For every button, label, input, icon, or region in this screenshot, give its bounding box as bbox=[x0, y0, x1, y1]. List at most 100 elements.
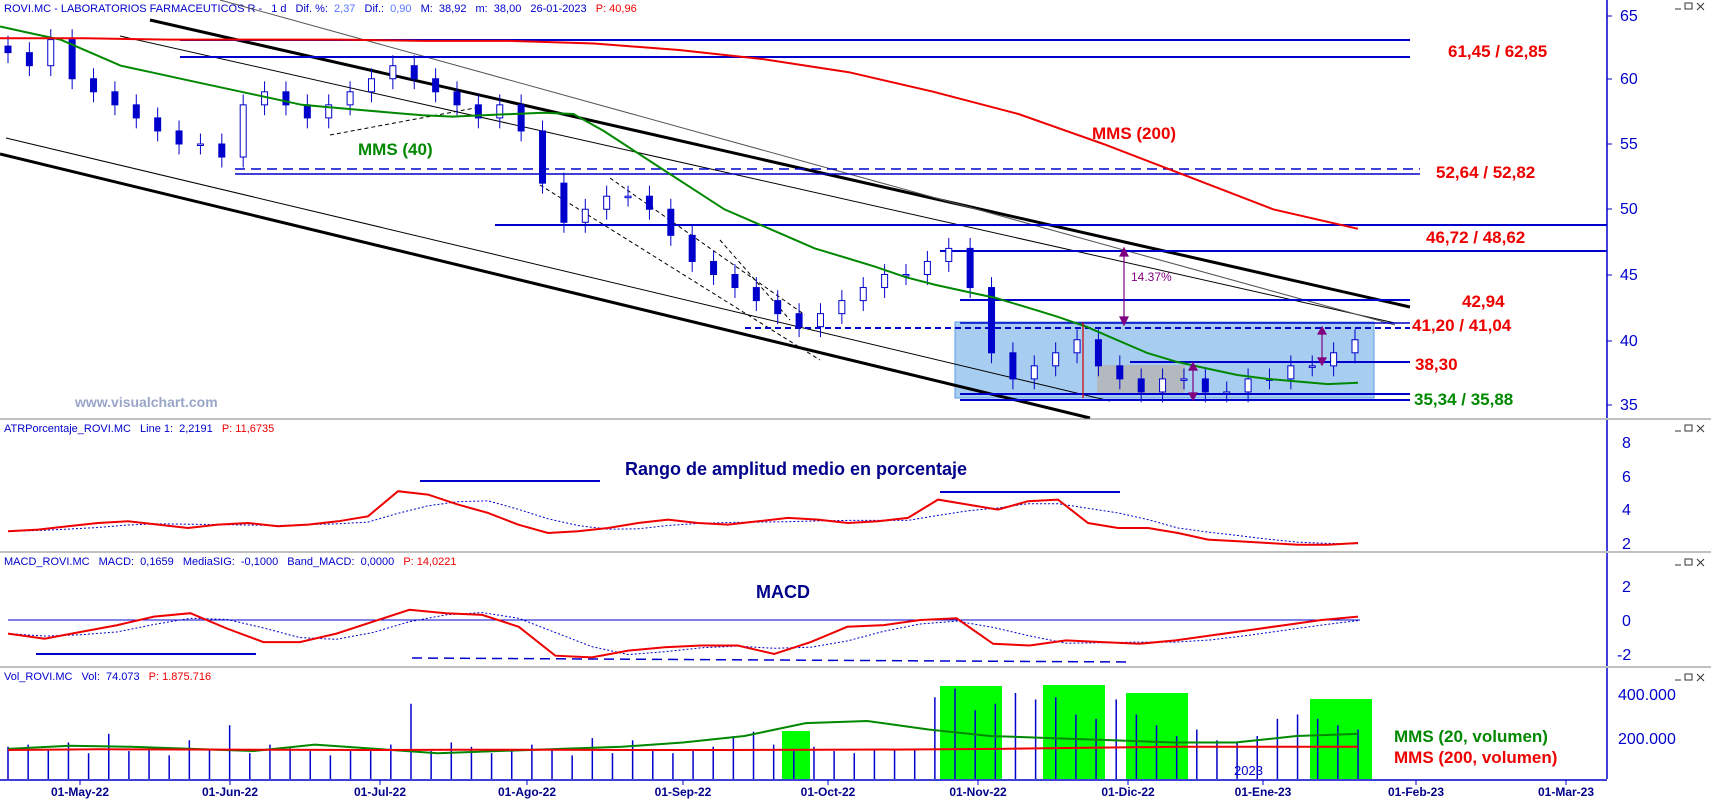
candle bbox=[624, 195, 632, 199]
date-tick-label: 01-Feb-23 bbox=[1388, 785, 1444, 799]
candle bbox=[731, 274, 739, 289]
atr-tick-6: 6 bbox=[1622, 469, 1631, 486]
svg-text:Vol_ROVI.MC Vol: 7: Vol_ROVI.MC Vol: 74.073 P: 1.875.716 bbox=[4, 671, 211, 683]
candle bbox=[816, 313, 824, 328]
candle bbox=[539, 130, 547, 184]
candle bbox=[218, 143, 226, 158]
window-controls-vol[interactable] bbox=[1675, 673, 1705, 682]
date-tick-label: 01-Dic-22 bbox=[1101, 785, 1155, 799]
candle bbox=[282, 91, 290, 106]
price-panel: ROVI.MC - LABORATORIOS FARMACEUTICOS R -… bbox=[0, 0, 1705, 420]
date-tick-label: 01-Jul-22 bbox=[354, 785, 406, 799]
macd-value: 0,1659 bbox=[140, 556, 174, 568]
atr-title: ATRPorcentaje_ROVI.MC bbox=[4, 423, 131, 435]
svg-text:ATRPorcentaje_ROVI.MC Li: ATRPorcentaje_ROVI.MC Line 1: 2,2191 P: … bbox=[4, 423, 274, 435]
candle bbox=[303, 104, 311, 119]
candle bbox=[1180, 378, 1188, 381]
date-tick-label: 01-Nov-22 bbox=[949, 785, 1007, 799]
price-dif: 0,90 bbox=[390, 3, 411, 15]
candle bbox=[710, 260, 718, 276]
price-level-labels: 61,45 / 62,85 52,64 / 52,82 46,72 / 48,6… bbox=[1412, 42, 1547, 409]
candle bbox=[132, 104, 140, 119]
candle bbox=[838, 300, 846, 315]
candle bbox=[752, 287, 760, 302]
price-date: 26-01-2023 bbox=[530, 3, 586, 15]
candle bbox=[68, 39, 76, 80]
candle bbox=[90, 78, 98, 93]
range-arrows bbox=[1082, 246, 1328, 402]
level-label-61: 61,45 / 62,85 bbox=[1448, 42, 1547, 61]
date-tick-label: 01-Oct-22 bbox=[801, 785, 856, 799]
mms200-line bbox=[0, 37, 1359, 230]
macd-signal-line bbox=[7, 612, 1359, 656]
candle bbox=[517, 104, 525, 132]
candle bbox=[1308, 365, 1316, 368]
window-controls-macd[interactable] bbox=[1675, 558, 1705, 567]
candle bbox=[432, 78, 440, 93]
macd-title: MACD_ROVI.MC bbox=[4, 556, 90, 568]
candle bbox=[1223, 391, 1231, 394]
price-tick-60: 60 bbox=[1620, 71, 1638, 88]
candle bbox=[1116, 365, 1124, 380]
candle bbox=[175, 130, 183, 145]
candle bbox=[1330, 352, 1338, 367]
volume-averages bbox=[7, 719, 1359, 755]
candle bbox=[603, 195, 611, 210]
candle bbox=[1201, 378, 1209, 393]
level-label-35: 35,34 / 35,88 bbox=[1414, 390, 1513, 409]
vol-tick-400: 400.000 bbox=[1618, 687, 1676, 704]
candle bbox=[859, 287, 867, 302]
price-tick-65: 65 bbox=[1620, 8, 1638, 25]
price-title: ROVI.MC - LABORATORIOS FARMACEUTICOS R - bbox=[4, 3, 262, 15]
candle bbox=[196, 143, 204, 146]
price-tick-40: 40 bbox=[1620, 333, 1638, 350]
atr-line bbox=[7, 490, 1359, 546]
date-tick-label: 01-Sep-22 bbox=[655, 785, 712, 799]
panel-separators bbox=[0, 418, 1711, 668]
macd-tick-0: 0 bbox=[1622, 613, 1631, 630]
candle bbox=[1052, 352, 1060, 367]
atr-tick-8: 8 bbox=[1622, 435, 1631, 452]
candle bbox=[1137, 378, 1145, 393]
date-tick-label: 01-Ene-23 bbox=[1235, 785, 1292, 799]
candle bbox=[1244, 378, 1252, 393]
candle bbox=[496, 104, 504, 119]
candle bbox=[774, 300, 782, 315]
vol-axis: 400.000 200.000 bbox=[1618, 687, 1676, 748]
candle bbox=[367, 78, 375, 93]
candle bbox=[474, 104, 482, 119]
vol-mms200-label: MMS (200, volumen) bbox=[1394, 748, 1557, 767]
macd-panel: MACD_ROVI.MC MACD: 0,1659 MediaSIG: -0,1… bbox=[4, 553, 1705, 666]
mms200-label: MMS (200) bbox=[1092, 124, 1176, 143]
candle bbox=[688, 234, 696, 262]
price-tick-35: 35 bbox=[1620, 397, 1638, 414]
candle bbox=[1094, 339, 1102, 367]
level-label-41: 41,20 / 41,04 bbox=[1412, 316, 1512, 335]
price-high: 38,92 bbox=[439, 3, 467, 15]
vol-p: P: 1.875.716 bbox=[149, 671, 211, 683]
candle bbox=[881, 274, 889, 289]
candle bbox=[945, 247, 953, 262]
window-controls-atr[interactable] bbox=[1675, 424, 1705, 433]
price-axis: 65 60 55 50 45 40 35 bbox=[1606, 0, 1638, 418]
price-tick-50: 50 bbox=[1620, 201, 1638, 218]
svg-text:ROVI.MC - LABORATORIOS FARMACE: ROVI.MC - LABORATORIOS FARMACEUTICOS R -… bbox=[4, 3, 637, 15]
volume-panel: Vol_ROVI.MC Vol: 74.073 P: 1.875.716 MMS… bbox=[4, 668, 1705, 779]
macd-annotation: MACD bbox=[756, 582, 810, 602]
window-controls-price[interactable] bbox=[1675, 2, 1705, 11]
candle bbox=[988, 287, 996, 354]
date-tick-label: 01-May-22 bbox=[51, 785, 109, 799]
price-low: 38,00 bbox=[494, 3, 522, 15]
atr-annotation: Rango de amplitud medio en porcentaje bbox=[625, 459, 967, 479]
candle bbox=[410, 65, 418, 80]
moving-averages bbox=[0, 25, 1359, 386]
candle bbox=[25, 52, 33, 67]
candle bbox=[645, 195, 653, 210]
vol-mms20-label: MMS (20, volumen) bbox=[1394, 727, 1548, 746]
date-tick-label: 01-Mar-23 bbox=[1538, 785, 1594, 799]
candle bbox=[795, 313, 803, 328]
level-label-46: 46,72 / 48,62 bbox=[1426, 228, 1525, 247]
candle bbox=[667, 208, 675, 236]
date-tick-label: 01-Jun-22 bbox=[202, 785, 258, 799]
